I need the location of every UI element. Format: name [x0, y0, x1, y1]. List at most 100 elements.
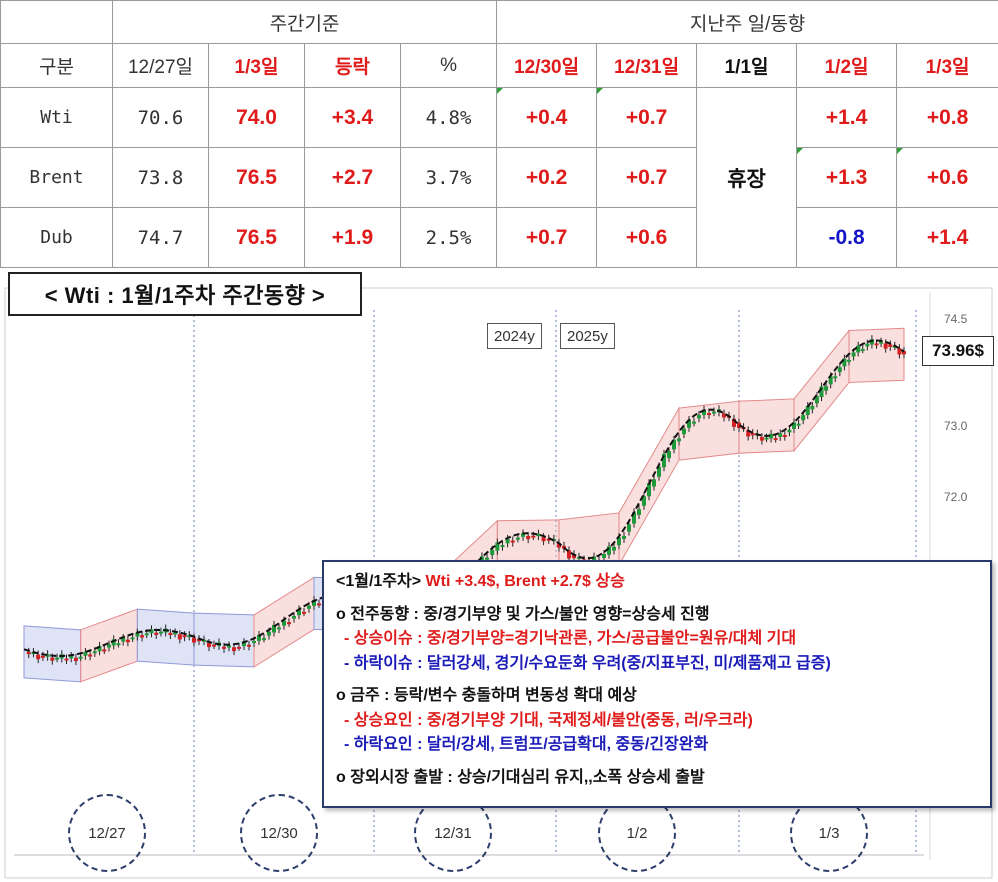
row-d2: +0.7 [596, 147, 698, 208]
candle-up [121, 638, 126, 642]
candle-up [107, 644, 111, 648]
candle-up [810, 405, 815, 410]
candle-down [192, 637, 196, 643]
row-prev: 70.6 [112, 87, 209, 148]
headline: Wti +3.4$, Brent +2.7$ 상승 [425, 573, 625, 591]
candle-down [168, 632, 173, 636]
row-d5: +1.4 [896, 207, 998, 268]
candle-up [78, 656, 83, 659]
year-tag-2025: 2025y [560, 323, 615, 349]
row-prev: 73.8 [112, 147, 209, 208]
candle-up [490, 549, 495, 556]
candle-up [97, 646, 102, 652]
candle-up [116, 643, 121, 646]
candle-down [750, 433, 755, 436]
candle-down [317, 603, 321, 606]
candle-up [622, 535, 626, 539]
candle-down [26, 651, 31, 655]
candle-down [874, 343, 879, 346]
this-week-title: o 금주 : 등락/변수 충돌하며 변동성 확대 예상 [336, 687, 637, 705]
row-pct: 3.7% [399, 147, 498, 208]
candle-up [144, 633, 149, 636]
candle-down [897, 348, 902, 355]
candle-up [769, 433, 774, 439]
candle-down [50, 657, 55, 661]
candle-up [627, 524, 631, 532]
prev-date-header: 12/27일 [112, 43, 209, 88]
candle-up [515, 537, 520, 540]
candle-up [227, 645, 231, 648]
candle-down [722, 413, 726, 418]
category-header: 구분 [0, 43, 113, 88]
candle-up [697, 415, 701, 419]
candle-down [888, 344, 893, 347]
corner-cell [0, 0, 113, 44]
last-price-label: 73.96$ [922, 336, 994, 366]
overseas-outlook: o 장외시장 출발 : 상승/기대심리 유지,,소폭 상승세 출발 [336, 768, 705, 786]
day1-header: 12/30일 [496, 43, 598, 88]
candle-down [567, 550, 571, 559]
candle-up [485, 557, 490, 560]
day5-header: 1/3일 [896, 43, 998, 88]
candle-up [814, 396, 819, 404]
candle-up [824, 386, 829, 391]
row-name: Dub [0, 207, 113, 268]
candle-down [773, 438, 778, 441]
candle-down [883, 343, 888, 349]
candle-up [833, 376, 838, 379]
row-d5: +0.6 [896, 147, 998, 208]
table-row: Wti 70.6 74.0 +3.4 4.8% +0.4 +0.7 휴장 +1.… [0, 87, 998, 268]
candle-down [207, 643, 211, 648]
chart-title: < Wti : 1월/1주차 주간동향 > [8, 272, 362, 316]
candle-up [842, 358, 847, 367]
date-marker: 12/30 [240, 794, 318, 872]
candle-up [277, 627, 281, 630]
candle-up [69, 656, 74, 659]
candle-up [252, 640, 256, 644]
candle-down [237, 646, 241, 649]
candle-up [307, 605, 311, 609]
this-week-down: - 하락요인 : 달러/강세, 트럼프/공급확대, 중동/긴장완화 [344, 736, 709, 754]
candle-down [177, 634, 182, 640]
row-cur: 74.0 [208, 87, 305, 148]
row-d4: +1.4 [796, 87, 898, 148]
candle-up [83, 651, 88, 656]
candle-up [282, 620, 286, 626]
cur-date-header: 1/3일 [208, 43, 305, 88]
candle-down [526, 535, 531, 540]
candle-down [732, 418, 736, 427]
row-d4: -0.8 [796, 207, 898, 268]
candle-down [36, 654, 41, 660]
candle-down [572, 554, 576, 559]
candle-down [88, 654, 93, 657]
prev-week-down: - 하락이슈 : 달러강세, 경기/수요둔화 우려(중/지표부진, 미/제품재고… [344, 654, 831, 672]
candle-up [130, 637, 135, 640]
candle-up [257, 635, 261, 641]
y-tick: 74.5 [944, 312, 968, 326]
candle-up [242, 642, 246, 647]
candle-up [682, 428, 686, 435]
weekly-header: 주간기준 [111, 0, 498, 44]
row-prev: 74.7 [112, 207, 209, 268]
candle-down [531, 535, 536, 538]
row-d1: +0.4 [496, 87, 598, 148]
y-tick: 73.0 [944, 419, 968, 433]
change-header: 등락 [304, 43, 401, 88]
candle-down [247, 644, 251, 647]
candle-down [510, 540, 515, 543]
candle-up [778, 433, 783, 437]
year-tag-2024: 2024y [487, 323, 542, 349]
row-d1: +0.7 [496, 207, 598, 268]
candle-down [64, 658, 69, 661]
candle-down [73, 657, 78, 662]
candle-up [637, 509, 641, 515]
candle-up [602, 553, 606, 558]
date-marker: 12/27 [68, 794, 146, 872]
candle-up [672, 439, 676, 450]
candle-up [495, 542, 500, 551]
candle-up [617, 537, 621, 546]
row-pct: 4.8% [399, 87, 498, 148]
candle-down [541, 537, 546, 542]
candle-up [837, 367, 842, 373]
candle-up [312, 600, 316, 606]
